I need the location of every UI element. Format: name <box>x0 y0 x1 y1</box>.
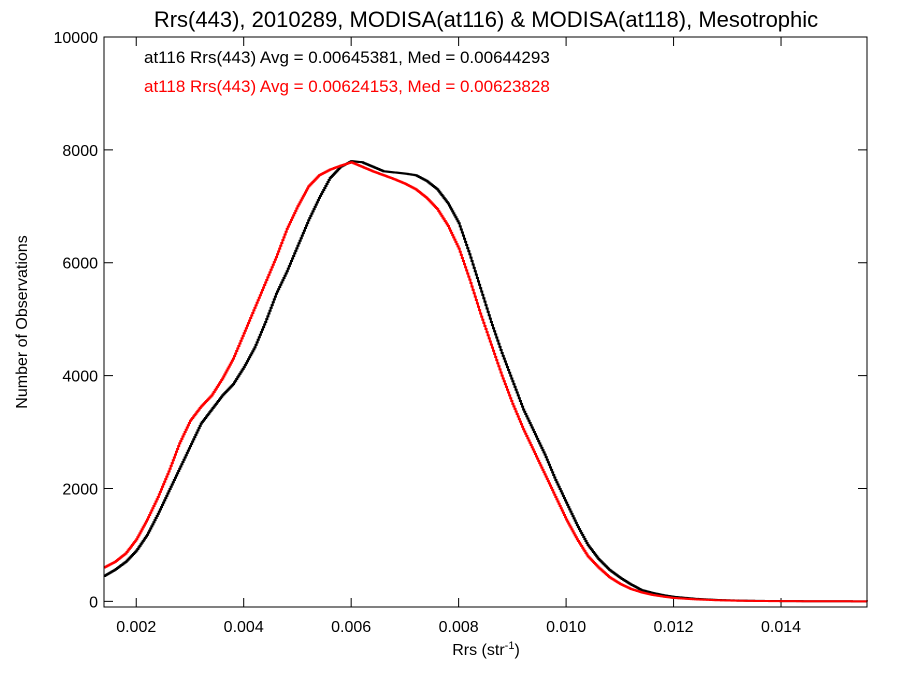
x-tick-label: 0.014 <box>761 619 801 636</box>
plot-frame <box>103 36 868 608</box>
x-axis-label: Rrs (str-1) <box>452 640 520 659</box>
y-tick-label: 6000 <box>62 256 98 273</box>
x-tick-label: 0.006 <box>331 619 371 636</box>
x-axis-label-close: ) <box>514 642 519 659</box>
y-axis-ticks: 0 2000 4000 6000 8000 10000 <box>54 30 867 611</box>
x-tick-label: 0.010 <box>546 619 586 636</box>
legend-at118: at118 Rrs(443) Avg = 0.00624153, Med = 0… <box>144 77 550 96</box>
series-line-at118 <box>104 161 868 603</box>
series-layer <box>104 160 868 603</box>
y-tick-label: 8000 <box>62 143 98 160</box>
x-tick-label: 0.008 <box>439 619 479 636</box>
legend-at116: at116 Rrs(443) Avg = 0.00645381, Med = 0… <box>144 48 550 67</box>
series-line-at116 <box>104 160 868 603</box>
y-tick-label: 4000 <box>62 369 98 386</box>
x-axis-label-main: Rrs (str <box>452 642 505 659</box>
y-axis-label: Number of Observations <box>14 235 31 408</box>
x-axis-ticks: 0.002 0.004 0.006 0.008 0.010 0.012 0.014 <box>116 37 801 636</box>
y-tick-label: 0 <box>89 594 98 611</box>
y-tick-label: 2000 <box>62 481 98 498</box>
x-axis-label-superscript: -1 <box>505 640 515 652</box>
x-tick-label: 0.002 <box>116 619 156 636</box>
x-tick-label: 0.012 <box>654 619 694 636</box>
y-tick-label: 10000 <box>54 30 99 47</box>
x-tick-label: 0.004 <box>224 619 264 636</box>
chart-title: Rrs(443), 2010289, MODISA(at116) & MODIS… <box>154 7 818 32</box>
